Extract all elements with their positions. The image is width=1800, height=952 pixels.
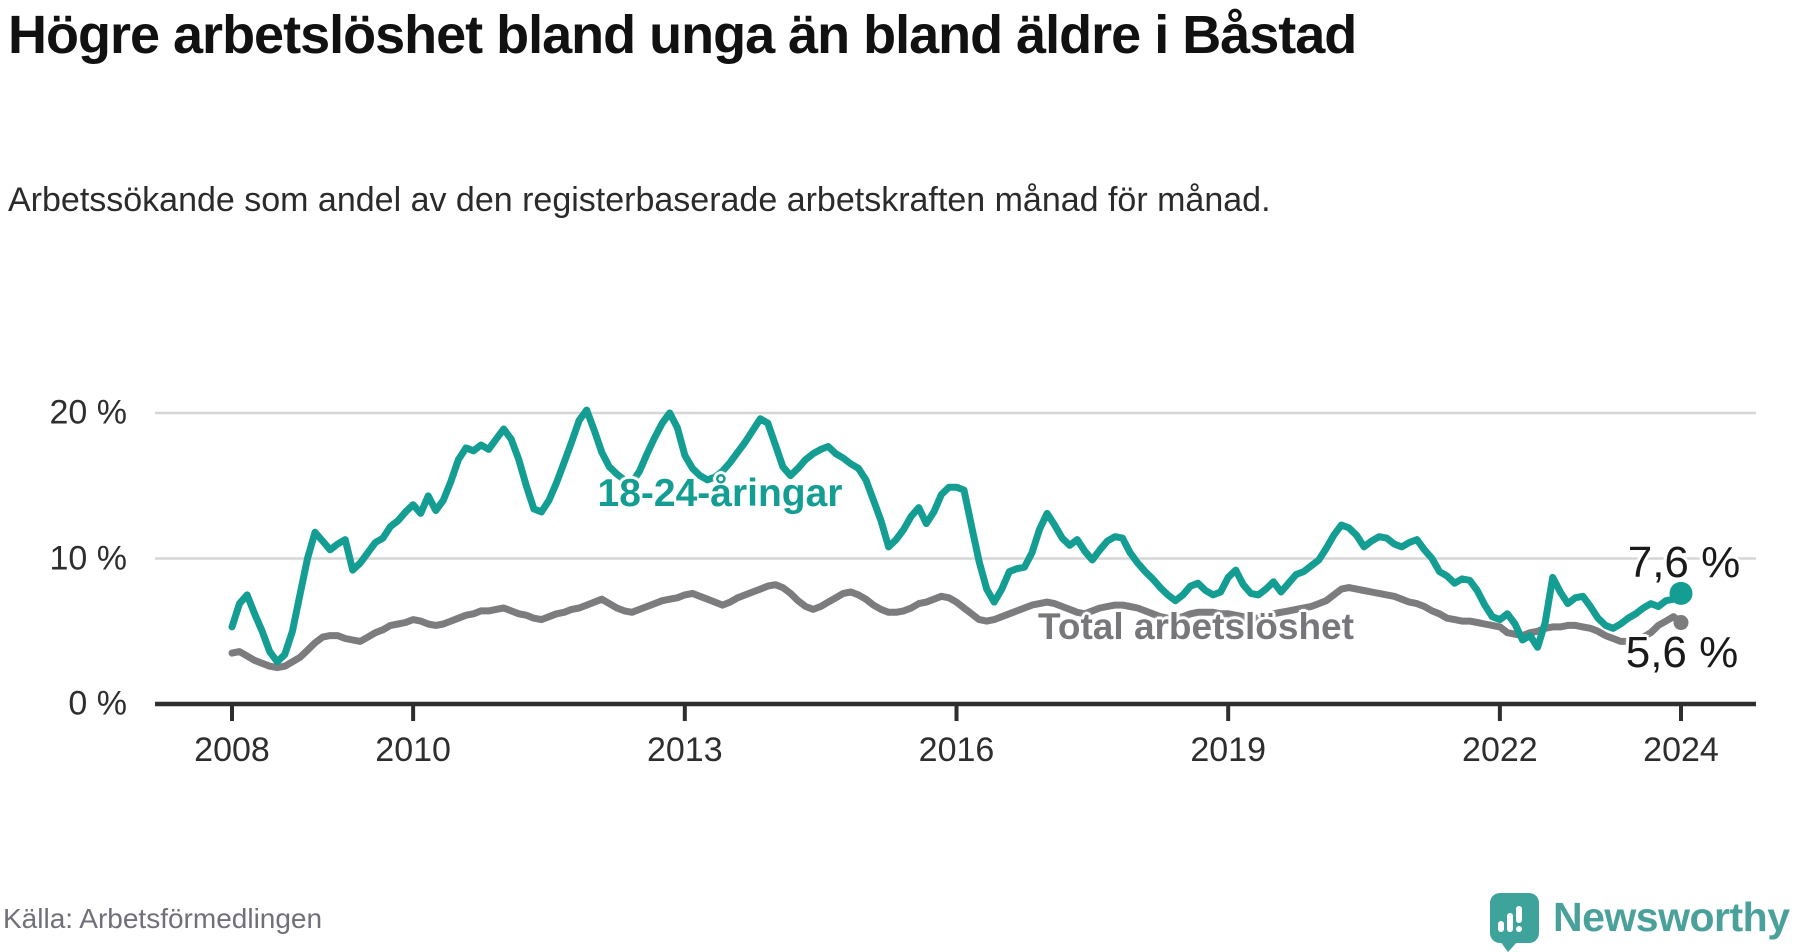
y-axis-label: 10 %: [49, 539, 128, 577]
x-axis-label: 2013: [646, 731, 723, 769]
newsworthy-logo: Newsworthy: [1490, 887, 1790, 952]
source-note: Källa: Arbetsförmedlingen: [3, 903, 323, 934]
chart-subtitle: Arbetssökande som andel av den registerb…: [8, 181, 1271, 219]
y-axis-label: 0 %: [68, 684, 127, 723]
series-line-young: [228, 406, 1685, 666]
speech-bubble-tail: [1500, 940, 1518, 952]
series-label-total: Total arbetslöshet: [1038, 606, 1354, 647]
end-marker: [1673, 615, 1689, 631]
exclamation-icon: [1516, 905, 1522, 932]
series-label-young: 18-24-åringar: [597, 472, 843, 515]
newsworthy-logo-icon: [1490, 892, 1539, 952]
x-axis-label: 2019: [1190, 731, 1266, 769]
x-axis-label: 2016: [918, 731, 995, 769]
newsworthy-logo-text: Newsworthy: [1553, 894, 1790, 940]
end-value-label-total: 5,6 %: [1625, 628, 1739, 677]
y-axis-label: 20 %: [49, 393, 128, 432]
series-line-total: [228, 581, 1685, 672]
end-marker: [1669, 581, 1693, 605]
bar-chart-icon: [1498, 905, 1522, 932]
page-title: Högre arbetslöshet bland unga än bland ä…: [8, 5, 1357, 65]
x-axis-label: 2008: [194, 731, 270, 769]
end-value-label-young: 7,6 %: [1627, 538, 1741, 587]
x-axis-label: 2010: [375, 731, 451, 769]
x-axis-label: 2022: [1462, 731, 1538, 769]
x-axis-label: 2024: [1643, 731, 1719, 769]
